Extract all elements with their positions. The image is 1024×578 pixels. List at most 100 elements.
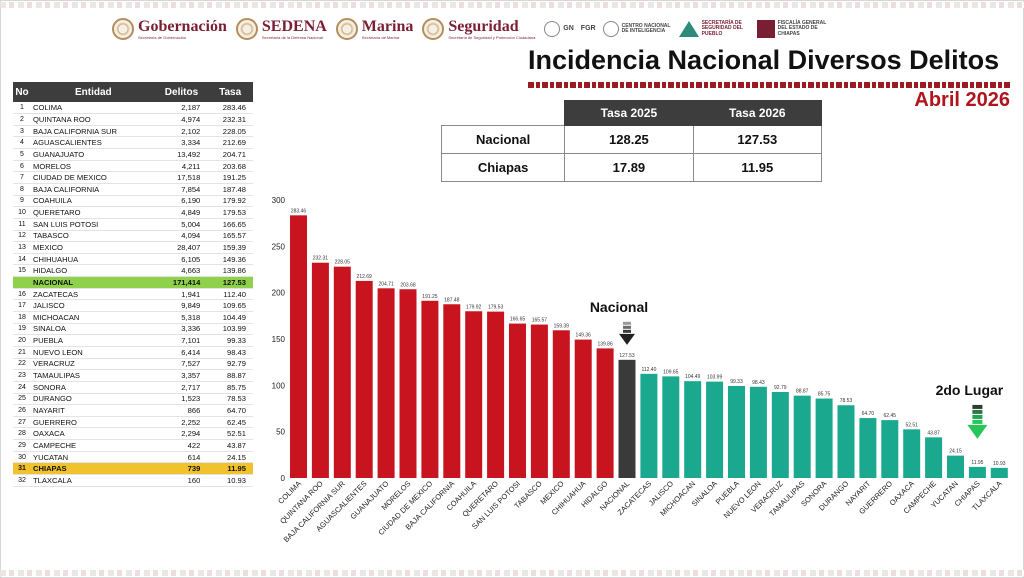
logo-label: Gobernación — [138, 17, 227, 35]
bar-value-label: 99.33 — [730, 379, 743, 385]
rank-cell: 24 — [13, 381, 31, 394]
rate-cell: 166.65 — [207, 218, 253, 231]
rate-cell: 159.39 — [207, 241, 253, 254]
table-row: 13 MEXICO 28,407 159.39 — [13, 241, 253, 254]
table-row: 22 VERACRUZ 7,527 92.79 — [13, 358, 253, 371]
bar — [728, 385, 745, 478]
annotation-chiapas: 2do Lugar — [936, 382, 1004, 398]
rate-cell: 139.86 — [207, 264, 253, 278]
entity-cell: BAJA CALIFORNIA — [31, 183, 156, 196]
arrow-stripe — [623, 329, 631, 333]
entity-cell: TLAXCALA — [31, 474, 156, 487]
entity-cell: QUINTANA ROO — [31, 113, 156, 126]
rate-cell: 109.65 — [207, 299, 253, 313]
rank-cell: 3 — [13, 125, 31, 138]
bar-value-label: 139.86 — [597, 341, 613, 347]
table-row: 31 CHIAPAS 739 11.95 — [13, 462, 253, 475]
y-tick-label: 300 — [272, 196, 286, 205]
summary-row-label: Chiapas — [440, 153, 566, 182]
table-row: 15 HIDALGO 4,663 139.86 — [13, 264, 253, 278]
crimes-cell: 4,094 — [155, 230, 208, 243]
bar-value-label: 103.99 — [707, 375, 723, 381]
crimes-cell: 3,357 — [155, 369, 208, 382]
y-tick-label: 100 — [272, 381, 286, 390]
top-decor-band — [0, 2, 1024, 8]
table-row: NACIONAL 171,414 127.53 — [13, 276, 253, 289]
rate-cell: 191.25 — [207, 171, 253, 184]
rank-cell: 19 — [13, 323, 31, 336]
bar — [377, 288, 395, 478]
rate-cell: 103.99 — [207, 323, 253, 336]
column-header: No — [13, 82, 31, 102]
bar — [552, 330, 570, 478]
bar — [640, 373, 658, 478]
entity-cell: CIUDAD DE MEXICO — [31, 171, 156, 184]
logo-marina: Marina Secretaría de Marina — [335, 18, 413, 40]
crimes-cell: 160 — [155, 474, 208, 487]
rate-cell: 283.46 — [207, 102, 253, 115]
arrow-stripe — [972, 409, 983, 414]
column-header: Tasa 2025 — [564, 100, 694, 126]
rank-cell: 15 — [13, 264, 31, 278]
y-tick-label: 50 — [276, 428, 285, 437]
rank-cell: 31 — [13, 462, 31, 475]
logo-label: SEDENA — [261, 17, 327, 35]
crimes-cell: 614 — [155, 451, 208, 464]
entity-cell: MORELOS — [31, 160, 156, 173]
bar-value-label: 112.40 — [641, 367, 656, 373]
rate-cell: 187.48 — [207, 183, 253, 196]
bar-value-label: 228.05 — [335, 260, 351, 266]
rate-cell: 11.95 — [207, 462, 253, 475]
rank-cell: 12 — [13, 230, 31, 243]
rate-cell: 98.43 — [207, 346, 253, 359]
bar — [530, 324, 548, 478]
bar — [574, 339, 592, 478]
table-row: 16 ZACATECAS 1,941 112.40 — [13, 288, 253, 301]
crimes-cell: 6,414 — [155, 346, 208, 359]
rank-cell: 16 — [13, 288, 31, 301]
bar — [399, 289, 417, 478]
entity-cell: SONORA — [31, 381, 156, 394]
crimes-cell: 5,004 — [155, 218, 208, 231]
table-row: 17 JALISCO 9,849 109.65 — [13, 299, 253, 313]
rate-cell: 62.45 — [207, 416, 253, 429]
crimes-cell: 422 — [155, 439, 208, 452]
table-row: 5 GUANAJUATO 13,492 204.71 — [13, 148, 253, 161]
entity-cell: GUANAJUATO — [31, 148, 156, 161]
rate-cell: 203.68 — [207, 160, 253, 173]
bar — [487, 311, 505, 478]
page-subtitle: Abril 2026 — [914, 89, 1010, 111]
bar — [793, 395, 811, 478]
rate-cell: 212.69 — [207, 136, 253, 150]
title-decor-band — [528, 82, 1011, 88]
column-header: Tasa — [207, 82, 253, 102]
rate-cell: 179.53 — [207, 206, 253, 219]
column-header: Entidad — [31, 82, 156, 102]
entity-cell: TABASCO — [31, 230, 156, 243]
rank-cell: 20 — [13, 334, 31, 347]
rate-cell: 232.31 — [207, 113, 253, 126]
table-row: 12 TABASCO 4,094 165.57 — [13, 230, 253, 243]
rank-cell: 29 — [13, 439, 31, 452]
bar-value-label: 203.68 — [400, 282, 416, 288]
bar — [859, 418, 877, 478]
entity-cell: QUERETARO — [31, 206, 156, 219]
bar-value-label: 232.31 — [313, 256, 329, 262]
entity-cell: SAN LUIS POTOSI — [31, 218, 156, 231]
crimes-cell: 7,527 — [155, 358, 208, 371]
rank-cell: 27 — [13, 416, 31, 429]
crimes-cell: 4,849 — [155, 206, 208, 219]
summary-row-chiapas: Chiapas 17.89 11.95 — [440, 153, 823, 182]
bar-value-label: 104.49 — [685, 374, 701, 380]
bar-value-label: 85.75 — [818, 392, 831, 398]
table-row: 2 QUINTANA ROO 4,974 232.31 — [13, 113, 253, 126]
entity-cell: CHIHUAHUA — [31, 253, 156, 266]
bar — [355, 280, 373, 478]
rank-cell: 23 — [13, 369, 31, 382]
summary-cell: 128.25 — [564, 125, 694, 154]
logo-gn: GN — [544, 21, 574, 37]
bar — [596, 348, 614, 478]
rate-cell: 52.51 — [207, 427, 253, 441]
bar-value-label: 166.65 — [510, 317, 526, 323]
logo-label: GN — [563, 25, 574, 33]
